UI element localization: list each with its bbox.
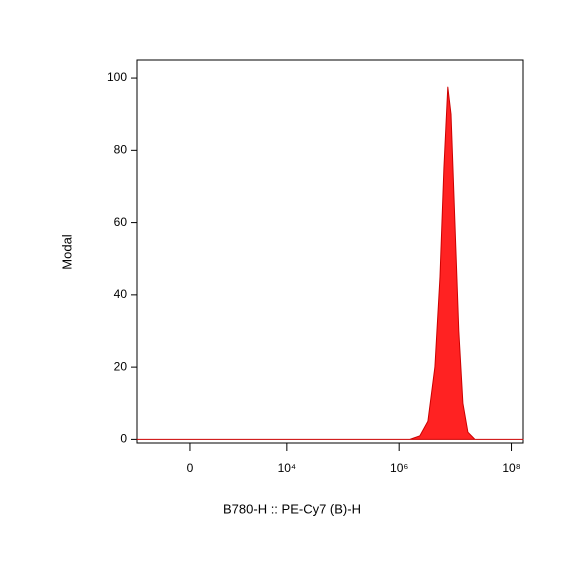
y-tick-label: 100 (107, 70, 127, 84)
x-tick-label: 0 (187, 461, 194, 475)
y-tick-label: 0 (120, 432, 127, 446)
x-tick-label: 10⁶ (390, 461, 408, 475)
plot-frame (136, 59, 524, 444)
y-tick-label: 20 (114, 359, 128, 373)
x-tick-label: 10⁴ (278, 461, 297, 475)
y-axis-label: Modal (59, 234, 74, 270)
x-axis-label: B780-H :: PE-Cy7 (B)-H (223, 501, 361, 516)
y-tick-label: 60 (114, 215, 128, 229)
histogram-area (136, 86, 524, 440)
y-tick-label: 80 (114, 143, 128, 157)
y-tick-label: 40 (114, 287, 128, 301)
x-tick-label: 10⁸ (502, 461, 520, 475)
